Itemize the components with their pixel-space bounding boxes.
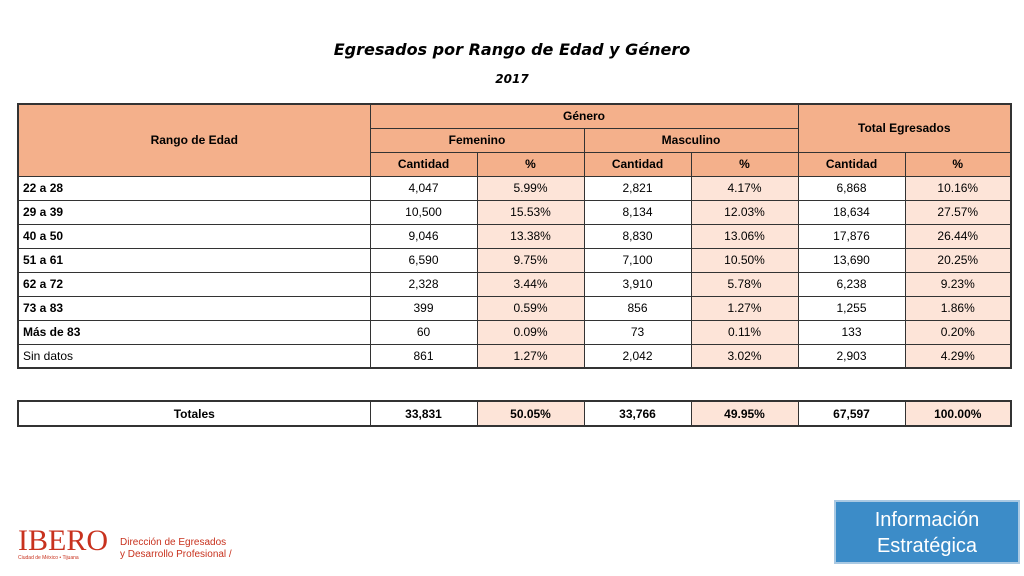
info-estrategica-box: Información Estratégica	[834, 500, 1020, 564]
header-cantidad-f: Cantidad	[369, 151, 478, 177]
cell-mp: 12.03%	[690, 199, 799, 225]
cell-f: 2,328	[369, 271, 478, 297]
report-year: 2017	[495, 72, 529, 86]
cell-t: 1,255	[797, 295, 906, 321]
cell-tp: 20.25%	[904, 247, 1012, 273]
cell-m: 7,100	[583, 247, 692, 273]
totals-t: 67,597	[797, 400, 906, 427]
header-femenino: Femenino	[369, 127, 585, 153]
row-label: 29 a 39	[17, 199, 371, 225]
cell-tp: 26.44%	[904, 223, 1012, 249]
cell-t: 18,634	[797, 199, 906, 225]
cell-mp: 4.17%	[690, 175, 799, 201]
cell-tp: 4.29%	[904, 343, 1012, 369]
cell-t: 6,238	[797, 271, 906, 297]
header-pct-f: %	[476, 151, 585, 177]
cell-f: 60	[369, 319, 478, 345]
table-row: 51 a 61 6,590 9.75% 7,100 10.50% 13,690 …	[17, 247, 1012, 273]
cell-t: 2,903	[797, 343, 906, 369]
cell-mp: 13.06%	[690, 223, 799, 249]
table-row: 22 a 28 4,047 5.99% 2,821 4.17% 6,868 10…	[17, 175, 1012, 201]
department-name: Dirección de Egresados y Desarrollo Prof…	[120, 537, 232, 561]
ibero-logo-subtext: Ciudad de México • Tijuana	[18, 555, 79, 561]
cell-tp: 1.86%	[904, 295, 1012, 321]
info-line-1: Información	[874, 509, 980, 531]
cell-fp: 0.09%	[476, 319, 585, 345]
cell-t: 13,690	[797, 247, 906, 273]
cell-m: 3,910	[583, 271, 692, 297]
table-row: 40 a 50 9,046 13.38% 8,830 13.06% 17,876…	[17, 223, 1012, 249]
header-pct-m: %	[690, 151, 799, 177]
row-label: Sin datos	[17, 343, 371, 369]
cell-mp: 5.78%	[690, 271, 799, 297]
header-cantidad-t: Cantidad	[797, 151, 906, 177]
totals-f: 33,831	[369, 400, 478, 427]
cell-f: 399	[369, 295, 478, 321]
cell-m: 8,830	[583, 223, 692, 249]
ibero-logo-text: IBERO	[18, 524, 108, 557]
row-label: 51 a 61	[17, 247, 371, 273]
cell-tp: 27.57%	[904, 199, 1012, 225]
cell-f: 861	[369, 343, 478, 369]
cell-m: 2,821	[583, 175, 692, 201]
cell-fp: 1.27%	[476, 343, 585, 369]
table-row: 29 a 39 10,500 15.53% 8,134 12.03% 18,63…	[17, 199, 1012, 225]
header-total: Total Egresados	[797, 103, 1012, 153]
cell-t: 6,868	[797, 175, 906, 201]
cell-fp: 3.44%	[476, 271, 585, 297]
header-rango: Rango de Edad	[17, 103, 371, 177]
cell-m: 8,134	[583, 199, 692, 225]
header-genero: Género	[369, 103, 799, 129]
cell-m: 73	[583, 319, 692, 345]
cell-fp: 0.59%	[476, 295, 585, 321]
ibero-logo: IBERO Ciudad de México • Tijuana	[18, 524, 108, 562]
row-label: 22 a 28	[17, 175, 371, 201]
info-line-2: Estratégica	[876, 535, 978, 557]
cell-mp: 3.02%	[690, 343, 799, 369]
row-label: 40 a 50	[17, 223, 371, 249]
row-label: 73 a 83	[17, 295, 371, 321]
cell-fp: 13.38%	[476, 223, 585, 249]
table-row: 62 a 72 2,328 3.44% 3,910 5.78% 6,238 9.…	[17, 271, 1012, 297]
header-pct-t: %	[904, 151, 1012, 177]
totals-fp: 50.05%	[476, 400, 585, 427]
cell-tp: 9.23%	[904, 271, 1012, 297]
totals-row: Totales 33,831 50.05% 33,766 49.95% 67,5…	[17, 400, 1012, 427]
header-cantidad-m: Cantidad	[583, 151, 692, 177]
cell-mp: 0.11%	[690, 319, 799, 345]
cell-f: 9,046	[369, 223, 478, 249]
totals-table: Totales 33,831 50.05% 33,766 49.95% 67,5…	[17, 400, 1012, 427]
totals-label: Totales	[17, 400, 371, 427]
cell-t: 133	[797, 319, 906, 345]
cell-fp: 5.99%	[476, 175, 585, 201]
cell-fp: 9.75%	[476, 247, 585, 273]
row-label: Más de 83	[17, 319, 371, 345]
totals-mp: 49.95%	[690, 400, 799, 427]
cell-m: 856	[583, 295, 692, 321]
totals-tp: 100.00%	[904, 400, 1012, 427]
age-gender-table: Rango de Edad Género Total Egresados Fem…	[17, 103, 1013, 369]
cell-mp: 1.27%	[690, 295, 799, 321]
cell-tp: 10.16%	[904, 175, 1012, 201]
table-row: Más de 83 60 0.09% 73 0.11% 133 0.20%	[17, 319, 1012, 345]
header-masculino: Masculino	[583, 127, 799, 153]
cell-fp: 15.53%	[476, 199, 585, 225]
cell-f: 6,590	[369, 247, 478, 273]
totals-m: 33,766	[583, 400, 692, 427]
table-row: 73 a 83 399 0.59% 856 1.27% 1,255 1.86%	[17, 295, 1012, 321]
department-line-1: Dirección de Egresados	[120, 537, 227, 548]
row-label: 62 a 72	[17, 271, 371, 297]
report-title: Egresados por Rango de Edad y Género	[333, 40, 691, 59]
table-row: Sin datos 861 1.27% 2,042 3.02% 2,903 4.…	[17, 343, 1012, 369]
department-line-2: y Desarrollo Profesional /	[120, 549, 232, 560]
cell-mp: 10.50%	[690, 247, 799, 273]
cell-f: 4,047	[369, 175, 478, 201]
cell-tp: 0.20%	[904, 319, 1012, 345]
cell-m: 2,042	[583, 343, 692, 369]
cell-t: 17,876	[797, 223, 906, 249]
cell-f: 10,500	[369, 199, 478, 225]
